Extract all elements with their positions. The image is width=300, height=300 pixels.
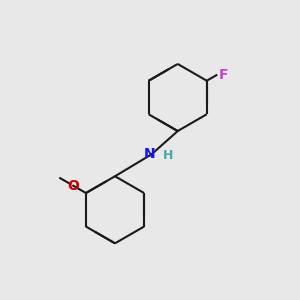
Text: F: F bbox=[219, 68, 228, 82]
Text: N: N bbox=[144, 147, 156, 161]
Text: H: H bbox=[163, 149, 173, 162]
Text: O: O bbox=[68, 179, 79, 193]
